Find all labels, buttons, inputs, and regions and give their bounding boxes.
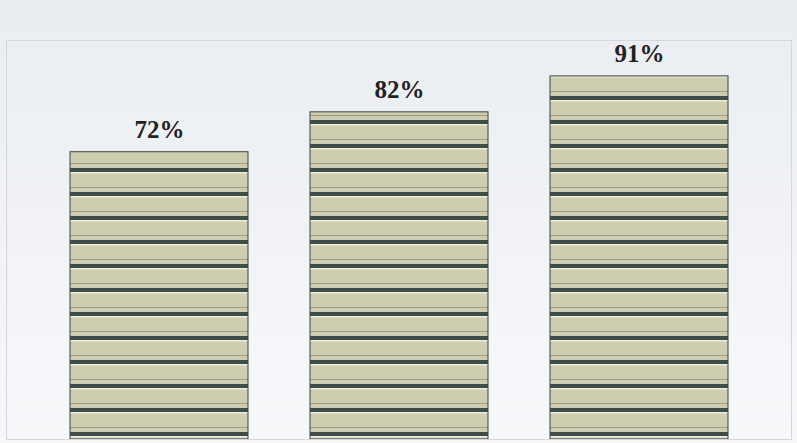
svg-text:91%: 91%	[615, 40, 665, 67]
svg-text:82%: 82%	[375, 76, 425, 103]
svg-text:72%: 72%	[135, 116, 185, 143]
